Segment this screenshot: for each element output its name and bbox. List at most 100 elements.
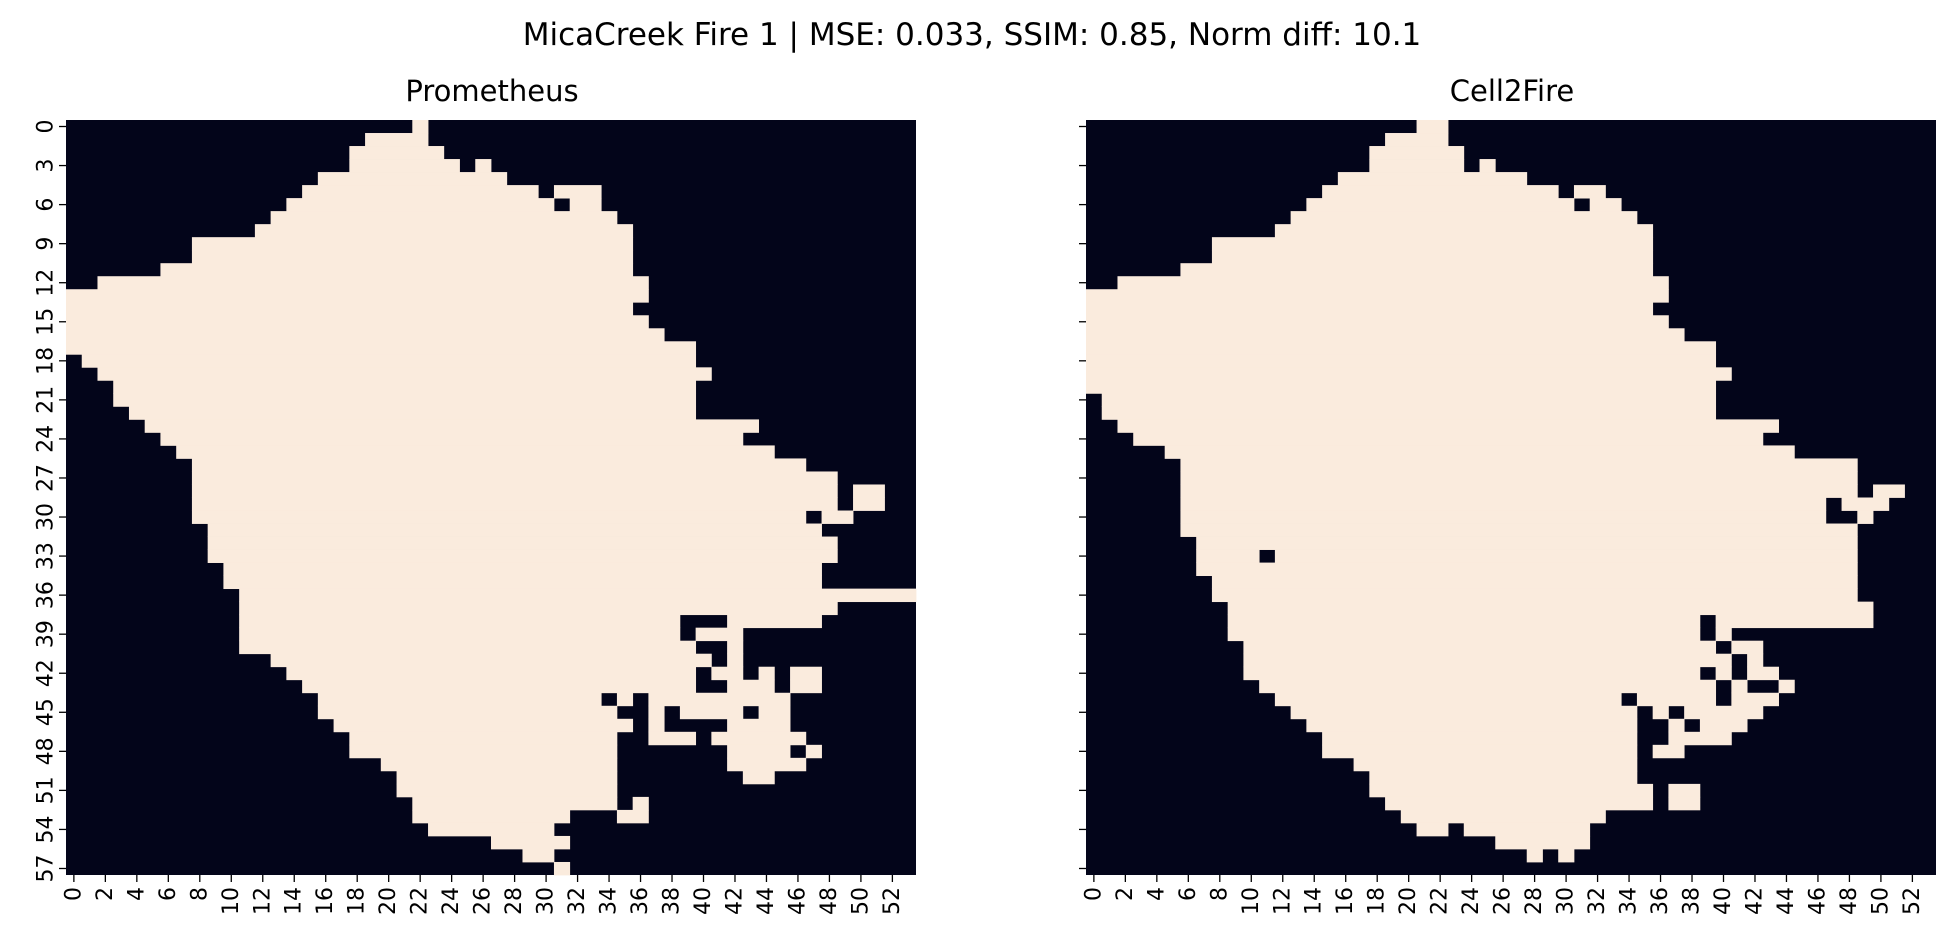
burned-cell-run [1731,692,1779,707]
x-tick-label: 36 [1648,887,1673,915]
x-tick-label: 48 [817,887,842,915]
x-tick-label: 22 [408,887,433,915]
x-tick-label: 20 [1396,887,1421,915]
burned-cell-run [648,705,665,720]
x-tick-label: 4 [1144,887,1169,901]
burned-cell-run [270,211,618,225]
burned-cell-run [1180,471,1858,485]
panel-title-prometheus: Prometheus [405,74,578,108]
burned-cell-run [1196,562,1858,577]
burned-cell-run [66,315,649,329]
x-tick-label: 46 [1805,887,1830,915]
burned-cell-run [1699,718,1748,733]
burned-cell-run [1211,250,1654,264]
burned-cell-run [1243,666,1701,681]
y-axis-ticks-cell2fire [1079,125,1086,870]
burned-cell-run [1385,133,1449,147]
burned-cell-run [1841,497,1890,511]
burned-cell-run [1463,822,1591,837]
burned-cell-run [223,575,822,590]
x-tick-label: 36 [628,887,653,915]
burned-cell-run [191,510,807,524]
burned-cell-run [66,302,634,316]
x-tick-label: 44 [1774,887,1799,915]
x-axis-ticks-cell2fire: 0 2 4 6 8 10 12 14 16 18 20 22 24 26 28 30 32 34 36 38 40 42 4… [1081,875,1925,915]
burned-cell-run [648,718,665,733]
burned-cell-run [81,354,697,368]
heatmap-cells-prometheus [66,120,917,876]
x-tick-label: 4 [124,887,149,901]
burned-cell-run [349,146,445,160]
y-tick-label: 30 [34,503,59,531]
burned-cell-run [1133,432,1764,446]
x-tick-label: 28 [1522,887,1547,915]
burned-cell-run [1715,614,1874,629]
burned-cell-run [1369,159,1465,173]
burned-cell-run [1259,679,1717,694]
burned-cell-run [1196,536,1858,550]
burned-cell-run [1086,328,1685,342]
x-tick-label: 34 [597,887,622,915]
y-tick-label: 33 [34,542,59,570]
x-tick-label: 22 [1428,887,1453,915]
burned-cell-run [286,198,555,212]
burned-cell-run [742,770,775,785]
x-axis-ticks-prometheus: 0 2 4 6 8 10 12 14 16 18 20 22 24 26 28 30 32 34 36 38 40 42 4… [61,875,905,915]
y-tick-label: 9 [34,237,59,251]
burned-cell-run [1652,705,1669,720]
burned-cell-run [553,185,602,199]
burned-cell-run [1589,198,1622,212]
burned-cell-run [207,536,838,550]
x-tick-label: 10 [219,887,244,915]
figure-title: MicaCreek Fire 1 | MSE: 0.033, SSIM: 0.8… [523,17,1422,53]
burned-cell-run [727,640,744,655]
burned-cell-run [302,679,697,694]
burned-cell-run [191,471,838,485]
burned-cell-run [1652,744,1685,759]
burned-cell-run [758,666,775,681]
burned-cell-run [1400,809,1606,824]
burned-cell-run [1227,614,1701,629]
x-tick-label: 16 [1333,887,1358,915]
y-tick-label: 57 [34,854,59,882]
burned-cell-run [853,497,885,511]
x-tick-label: 38 [1680,887,1705,915]
burned-cell-run [1322,185,1559,199]
burned-cell-run [239,588,917,603]
burned-cell-run [66,289,649,303]
burned-cell-run [1101,393,1717,407]
burned-cell-run [1211,237,1654,251]
burned-cell-run [1778,679,1795,694]
x-tick-label: 6 [156,887,181,901]
burned-cell-run [317,172,508,186]
burned-cell-run [254,224,634,238]
burned-cell-run [695,627,744,642]
y-tick-label: 6 [34,198,59,212]
y-tick-label: 21 [34,386,59,414]
burned-cell-run [1274,224,1654,238]
burned-cell-run [1227,601,1874,616]
y-tick-label: 3 [34,159,59,173]
burned-cell-run [191,458,807,472]
burned-cell-run [711,666,744,681]
burned-cell-run [270,653,712,668]
x-tick-label: 42 [1742,887,1767,915]
y-tick-label: 24 [34,425,59,453]
burned-cell-run [317,692,602,707]
x-tick-label: 12 [1270,887,1295,915]
burned-cell-run [207,549,838,563]
panel-title-cell2fire: Cell2Fire [1450,74,1574,108]
y-tick-label: 39 [34,620,59,648]
x-tick-label: 52 [1900,887,1925,915]
x-tick-label: 42 [722,887,747,915]
burned-cell-run [853,484,885,498]
burned-cell-run [1101,406,1717,420]
burned-cell-run [1290,211,1638,225]
burned-cell-run [1731,679,1748,694]
x-tick-label: 32 [565,887,590,915]
burned-cell-run [1573,185,1606,199]
x-tick-label: 24 [439,887,464,915]
x-tick-label: 18 [345,887,370,915]
burned-cell-run [191,237,634,251]
